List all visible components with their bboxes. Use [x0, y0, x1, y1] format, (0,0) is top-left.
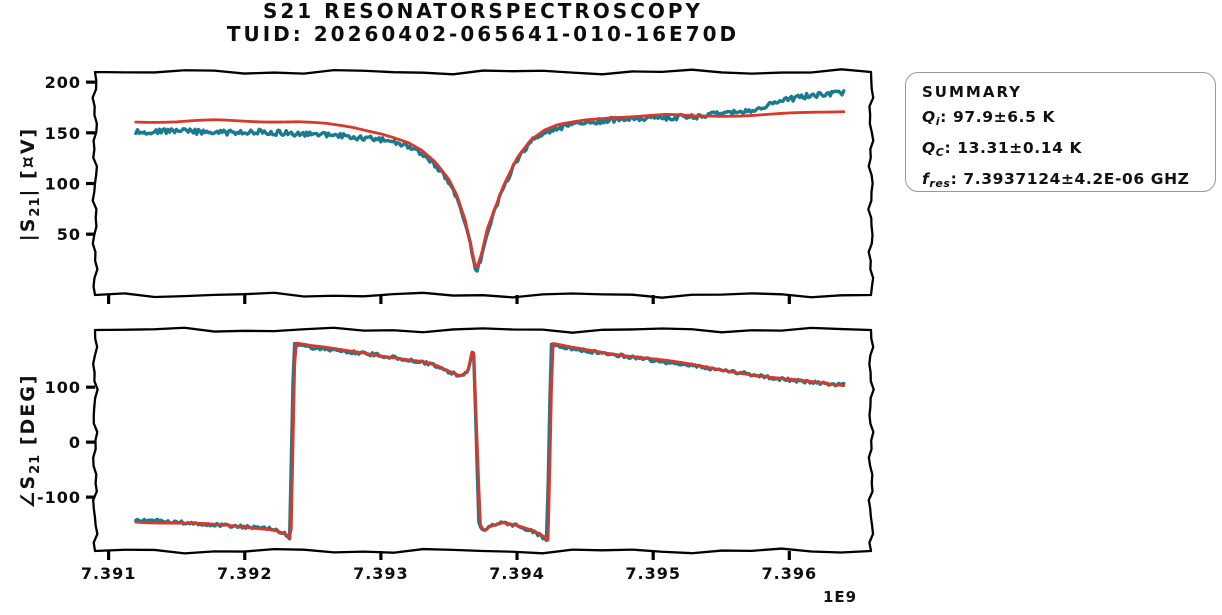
phase-axis-frame	[91, 326, 875, 555]
magnitude-fit-series	[134, 110, 846, 269]
fres-subscript: res	[929, 177, 951, 190]
magnitude-ticks	[86, 80, 791, 304]
qi-colon: :	[940, 108, 947, 126]
figure-title: S21 RESONATORSPECTROSCOPY TUID: 20260402…	[0, 0, 966, 46]
y-tick-label: 100	[45, 378, 81, 397]
x-tick-label: 7.392	[217, 564, 273, 583]
y-tick-label: 100	[45, 175, 81, 194]
summary-row-fres: fres: 7.3937124±4.2E-06 GHZ	[922, 166, 1215, 197]
y-tick-label: 0	[69, 433, 81, 452]
fres-colon: :	[950, 170, 958, 188]
ylabel-mag-pre: |S	[17, 216, 39, 242]
magnitude-y-axis-label: |S21| [¤V]	[17, 54, 43, 314]
y-tick-label: 150	[45, 124, 81, 143]
ylabel-phase-sub: 21	[27, 453, 43, 474]
summary-row-qc: QC: 13.31±0.14 K	[922, 135, 1215, 166]
x-tick-label: 7.396	[762, 564, 818, 583]
phase-tick-labels: 7.391 7.392 7.393 7.394 7.395 7.396 100 0 -100	[37, 378, 818, 583]
magnitude-tick-labels: 200 150 100 50	[45, 73, 81, 244]
ylabel-mag-sub: 21	[27, 196, 43, 217]
qi-value: 97.9±6.5 K	[952, 108, 1056, 126]
ylabel-mag-unit: | [¤V]	[17, 126, 39, 197]
phase-ticks	[86, 385, 791, 560]
phase-y-axis-label: ∠S21 [DEG]	[17, 311, 43, 571]
phase-chart: 7.391 7.392 7.393 7.394 7.395 7.396 100 0 -100	[37, 326, 875, 583]
ylabel-phase-unit: [DEG]	[17, 373, 39, 454]
summary-row-qi: Qi: 97.9±6.5 K	[922, 104, 1215, 135]
y-tick-label: 200	[45, 73, 81, 92]
plot-subtitle-tuid: TUID: 20260402-065641-010-16E70D	[226, 22, 740, 46]
x-tick-label: 7.394	[489, 564, 545, 583]
plot-title: S21 RESONATORSPECTROSCOPY	[262, 0, 704, 23]
qc-subscript: C	[935, 146, 945, 159]
magnitude-measured-data-series	[134, 89, 846, 273]
magnitude-axis-frame	[91, 68, 875, 299]
x-axis-offset-label: 1E9	[822, 588, 858, 606]
qc-colon: :	[944, 139, 952, 157]
x-tick-label: 7.395	[625, 564, 681, 583]
qi-subscript: i	[935, 115, 941, 128]
magnitude-chart: 200 150 100 50	[45, 68, 875, 304]
qi-symbol: Q	[922, 108, 936, 126]
qc-value: 13.31±0.14 K	[957, 139, 1083, 157]
ylabel-phase-pre: ∠S	[17, 473, 39, 509]
fres-value: 7.3937124±4.2E-06 GHZ	[963, 170, 1190, 188]
y-tick-label: -100	[37, 488, 81, 507]
fres-symbol: f	[922, 170, 930, 188]
x-tick-label: 7.393	[353, 564, 409, 583]
summary-box: SUMMARY Qi: 97.9±6.5 K QC: 13.31±0.14 K …	[905, 72, 1216, 192]
x-tick-label: 7.391	[81, 564, 137, 583]
qc-symbol: Q	[922, 139, 936, 157]
y-tick-label: 50	[57, 225, 81, 244]
summary-heading: SUMMARY	[922, 83, 1023, 101]
phase-fit-series	[134, 341, 846, 542]
